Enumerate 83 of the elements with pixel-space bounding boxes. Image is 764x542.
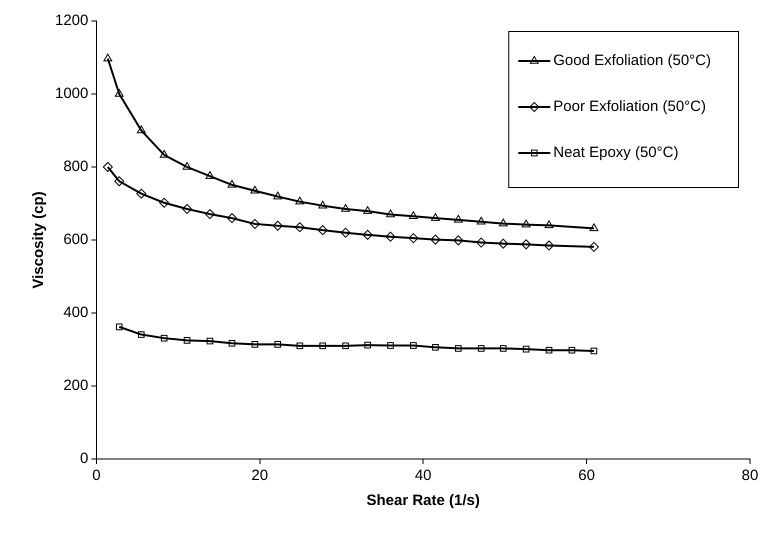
point bbox=[568, 346, 576, 354]
y-tick-label: 400 bbox=[63, 304, 88, 322]
x-tick-label: 0 bbox=[92, 467, 101, 484]
point bbox=[590, 223, 598, 232]
point bbox=[319, 342, 326, 350]
x-tick-label: 20 bbox=[251, 467, 268, 484]
point bbox=[364, 342, 371, 348]
y-tick-label: 0 bbox=[80, 450, 88, 468]
point bbox=[206, 171, 214, 179]
point bbox=[342, 342, 349, 350]
point bbox=[431, 213, 440, 221]
point bbox=[114, 176, 124, 186]
point bbox=[318, 200, 328, 208]
point bbox=[318, 225, 328, 236]
point bbox=[544, 220, 554, 228]
point bbox=[498, 238, 508, 249]
point bbox=[544, 240, 554, 250]
point bbox=[160, 150, 169, 158]
legend-label: Poor Exfoliation (50°C) bbox=[553, 98, 706, 116]
y-tick-label: 200 bbox=[63, 377, 88, 394]
point bbox=[500, 345, 507, 352]
legend-label: Good Exfoliation (50°C) bbox=[553, 52, 712, 70]
point bbox=[160, 334, 168, 342]
point bbox=[453, 235, 464, 246]
point bbox=[546, 346, 552, 354]
point bbox=[272, 220, 283, 231]
point bbox=[228, 340, 236, 347]
point bbox=[102, 162, 113, 172]
point bbox=[387, 342, 394, 349]
x-tick-label: 40 bbox=[414, 467, 432, 484]
point bbox=[136, 188, 146, 199]
point bbox=[206, 338, 214, 344]
point bbox=[204, 209, 215, 220]
point bbox=[454, 345, 462, 352]
point bbox=[410, 342, 417, 349]
point bbox=[590, 348, 598, 354]
point bbox=[103, 54, 112, 62]
point bbox=[252, 341, 258, 348]
point bbox=[522, 346, 530, 352]
legend-label: Neat Epoxy (50°C) bbox=[553, 144, 678, 162]
point bbox=[296, 342, 304, 350]
point bbox=[362, 230, 373, 240]
x-tick-label: 80 bbox=[742, 467, 758, 484]
point bbox=[184, 337, 190, 344]
point bbox=[386, 232, 396, 242]
point bbox=[159, 198, 170, 208]
point bbox=[476, 238, 486, 248]
point bbox=[408, 211, 418, 220]
y-tick-label: 1200 bbox=[54, 12, 88, 30]
point bbox=[363, 206, 372, 214]
point bbox=[340, 228, 351, 238]
point bbox=[386, 209, 395, 218]
point bbox=[408, 233, 418, 244]
point bbox=[588, 242, 599, 252]
point bbox=[521, 239, 532, 250]
point bbox=[478, 345, 485, 352]
point bbox=[116, 324, 123, 330]
point bbox=[114, 89, 124, 97]
point bbox=[227, 213, 237, 224]
y-tick-label: 800 bbox=[63, 158, 88, 176]
point bbox=[476, 216, 486, 224]
point bbox=[432, 344, 439, 351]
x-axis-title: Shear Rate (1/s) bbox=[366, 492, 480, 510]
point bbox=[430, 234, 440, 245]
point bbox=[274, 341, 282, 348]
y-tick-label: 600 bbox=[63, 231, 88, 248]
point bbox=[522, 220, 531, 228]
point bbox=[294, 222, 305, 232]
point bbox=[250, 186, 260, 194]
point bbox=[498, 218, 508, 226]
y-tick-label: 1000 bbox=[54, 85, 88, 102]
point bbox=[182, 162, 192, 170]
point bbox=[182, 204, 192, 214]
point bbox=[341, 204, 350, 212]
point bbox=[136, 126, 146, 134]
y-axis-title: Viscosity (cp) bbox=[30, 191, 48, 289]
x-tick-label: 60 bbox=[578, 467, 595, 484]
point bbox=[295, 196, 304, 204]
point bbox=[454, 214, 463, 223]
point bbox=[228, 180, 236, 188]
point bbox=[250, 218, 260, 229]
point bbox=[138, 331, 145, 338]
point bbox=[273, 192, 282, 200]
